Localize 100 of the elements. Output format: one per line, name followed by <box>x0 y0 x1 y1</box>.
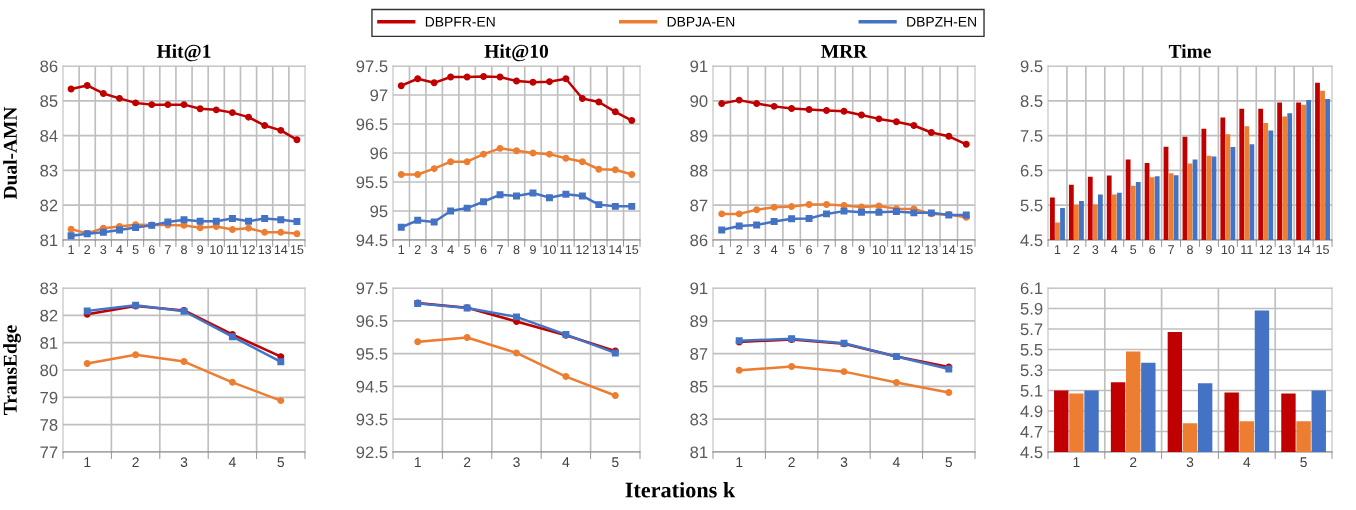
y-tick-label: 87 <box>690 199 708 212</box>
x-axis-title: Iterations k <box>625 481 736 498</box>
x-tick-label: 7 <box>165 245 171 254</box>
x-tick-label: 3 <box>513 457 520 468</box>
x-tick-label: 6 <box>480 245 487 255</box>
x-tick-label: 11 <box>560 245 572 254</box>
y-tick-label: 5.1 <box>1020 385 1043 397</box>
y-tick-label: 94.5 <box>356 380 388 393</box>
x-tick-label: 6 <box>806 245 812 255</box>
x-tick-label: 4 <box>116 245 123 254</box>
x-tick-label: 2 <box>414 245 421 254</box>
y-tick-label: 86 <box>40 60 58 73</box>
chart-title: Hit@1 <box>156 44 211 62</box>
y-tick-label: 90 <box>690 95 708 107</box>
y-tick-label: 86 <box>690 234 708 247</box>
y-tick-label: 82 <box>40 309 58 322</box>
y-tick-label: 89 <box>690 315 708 327</box>
y-tick-label: 97 <box>370 89 388 102</box>
y-tick-label: 4.9 <box>1020 405 1043 418</box>
legend-label: DBPJA-EN <box>667 16 735 27</box>
x-tick-label: 13 <box>592 245 606 255</box>
y-tick-label: 4.7 <box>1020 426 1043 438</box>
y-tick-label: 97.5 <box>356 282 388 295</box>
x-tick-label: 13 <box>1278 245 1292 255</box>
x-tick-label: 15 <box>625 245 639 255</box>
x-tick-label: 4 <box>770 245 778 254</box>
x-tick-label: 10 <box>210 245 223 255</box>
x-tick-label: 1 <box>414 457 421 467</box>
y-tick-label: 8.5 <box>1020 95 1043 107</box>
y-tick-label: 82 <box>40 199 58 212</box>
y-tick-label: 96.5 <box>356 315 388 327</box>
y-tick-label: 81 <box>40 234 58 247</box>
x-tick-label: 10 <box>543 245 556 255</box>
chart-title: MRR <box>821 44 868 58</box>
y-tick-label: 6.1 <box>1020 282 1043 295</box>
y-tick-label: 96.5 <box>356 118 388 131</box>
y-tick-label: 95 <box>370 205 388 218</box>
x-tick-label: 5 <box>132 245 139 255</box>
x-tick-label: 12 <box>242 245 255 254</box>
x-tick-label: 7 <box>823 245 830 254</box>
y-tick-label: 7.5 <box>1020 130 1043 142</box>
x-tick-label: 1 <box>1054 245 1061 254</box>
x-tick-label: 4 <box>562 457 570 467</box>
x-tick-label: 6 <box>148 245 155 255</box>
x-tick-label: 3 <box>1186 457 1194 468</box>
y-tick-label: 5.7 <box>1020 323 1043 336</box>
y-tick-label: 97.5 <box>356 60 388 73</box>
y-tick-label: 94.5 <box>356 234 388 247</box>
y-tick-label: 84 <box>40 130 58 142</box>
x-tick-label: 12 <box>576 245 589 254</box>
x-tick-label: 2 <box>84 245 91 254</box>
x-tick-label: 14 <box>274 245 288 254</box>
x-tick-label: 2 <box>132 457 139 467</box>
y-tick-label: 93.5 <box>356 413 388 426</box>
y-tick-label: 95.5 <box>356 176 388 189</box>
y-tick-label: 78 <box>40 419 58 431</box>
legend-label: DBPZH-EN <box>907 16 976 27</box>
x-tick-label: 4 <box>1111 245 1118 254</box>
x-tick-label: 3 <box>180 457 188 468</box>
y-tick-label: 92.5 <box>356 446 388 459</box>
x-tick-label: 3 <box>840 457 848 468</box>
y-tick-label: 4.5 <box>1020 446 1043 459</box>
y-tick-label: 5.5 <box>1020 199 1043 212</box>
y-tick-label: 85 <box>690 380 708 393</box>
x-tick-label: 1 <box>84 457 91 467</box>
y-axis-title: Dual-AMN <box>3 106 17 200</box>
y-tick-label: 4.5 <box>1020 234 1043 247</box>
x-tick-label: 13 <box>925 245 938 255</box>
x-tick-label: 14 <box>942 245 956 254</box>
y-tick-label: 5.3 <box>1020 364 1043 377</box>
y-tick-label: 83 <box>40 164 58 177</box>
y-tick-label: 81 <box>690 446 708 459</box>
x-tick-label: 12 <box>907 245 921 254</box>
x-tick-label: 5 <box>464 245 471 255</box>
x-tick-label: 1 <box>1073 457 1080 467</box>
y-tick-label: 87 <box>690 348 708 360</box>
x-tick-label: 10 <box>872 245 886 255</box>
x-tick-label: 8 <box>841 245 847 255</box>
x-tick-label: 6 <box>1149 245 1156 255</box>
y-tick-label: 85 <box>40 95 58 107</box>
x-tick-label: 4 <box>228 457 236 467</box>
y-tick-label: 77 <box>40 446 58 459</box>
x-tick-label: 1 <box>68 245 74 254</box>
x-tick-label: 15 <box>290 245 304 255</box>
x-tick-label: 5 <box>945 457 953 468</box>
x-tick-label: 9 <box>530 245 536 255</box>
y-tick-label: 91 <box>690 60 708 73</box>
x-tick-label: 11 <box>226 245 239 254</box>
x-tick-label: 13 <box>258 245 272 255</box>
x-tick-label: 5 <box>788 245 795 255</box>
chart-title: Hit@10 <box>484 44 549 62</box>
x-tick-label: 14 <box>609 245 622 254</box>
x-tick-label: 1 <box>719 245 725 254</box>
x-tick-label: 5 <box>611 457 619 468</box>
x-tick-label: 7 <box>1168 245 1174 254</box>
x-tick-label: 3 <box>753 245 760 255</box>
x-tick-label: 8 <box>513 245 520 255</box>
x-tick-label: 10 <box>1221 245 1235 255</box>
y-tick-label: 81 <box>40 337 58 349</box>
y-tick-label: 80 <box>40 364 58 377</box>
